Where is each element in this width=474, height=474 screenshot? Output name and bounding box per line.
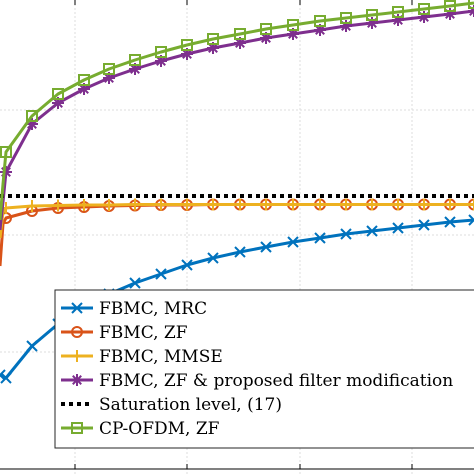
data-point <box>468 198 474 211</box>
data-point <box>234 198 246 211</box>
data-point <box>260 241 272 253</box>
legend-swatch-marker <box>71 422 83 434</box>
data-point <box>444 216 456 228</box>
legend-entry: FBMC, ZF <box>61 323 188 343</box>
data-point <box>392 198 404 211</box>
data-point <box>314 198 326 211</box>
data-point <box>78 74 90 86</box>
legend-items: FBMC, MRC FBMC, ZF FBMC, MMSE FBMC, ZF & pr… <box>61 299 453 439</box>
data-point <box>260 23 272 35</box>
legend-label: FBMC, ZF <box>99 323 188 343</box>
data-point <box>287 198 299 211</box>
data-point <box>0 146 12 158</box>
data-point <box>287 236 299 248</box>
legend-entry: FBMC, ZF & proposed filter modification <box>61 371 453 391</box>
data-point <box>129 198 141 211</box>
data-point <box>129 277 141 289</box>
data-point <box>181 39 193 51</box>
data-point <box>78 199 90 211</box>
data-point <box>366 225 378 237</box>
series-5 <box>0 0 474 221</box>
data-point <box>52 199 64 212</box>
data-point <box>340 198 352 211</box>
legend-swatch-marker <box>71 302 83 314</box>
data-point <box>207 198 219 211</box>
data-point <box>468 214 474 226</box>
data-point <box>340 228 352 240</box>
data-point <box>155 46 167 58</box>
data-point <box>103 63 115 75</box>
data-point <box>418 198 430 211</box>
data-point <box>181 259 193 271</box>
data-point <box>260 32 272 44</box>
data-point <box>0 369 6 381</box>
data-point <box>207 33 219 45</box>
legend-label: FBMC, MMSE <box>99 347 223 367</box>
data-point <box>181 198 193 211</box>
legend-swatch-marker <box>71 350 83 362</box>
data-point <box>444 0 456 12</box>
legend-entry: Saturation level, (17) <box>61 395 282 415</box>
legend-label: CP-OFDM, ZF <box>99 419 220 439</box>
data-point <box>26 110 38 122</box>
legend-label: Saturation level, (17) <box>99 395 282 415</box>
data-point <box>129 54 141 66</box>
data-point <box>366 9 378 21</box>
legend-swatch-marker <box>71 374 83 386</box>
data-point <box>26 340 38 352</box>
data-point <box>418 3 430 15</box>
data-point <box>392 222 404 234</box>
data-point <box>468 0 474 9</box>
legend-label: FBMC, MRC <box>99 299 207 319</box>
data-point <box>207 42 219 54</box>
data-point <box>260 198 272 211</box>
data-point <box>0 372 12 384</box>
legend: FBMC, MRC FBMC, ZF FBMC, MMSE FBMC, ZF & pr… <box>54 289 474 449</box>
data-point <box>340 12 352 24</box>
legend-box <box>54 289 474 449</box>
legend-entry: CP-OFDM, ZF <box>61 419 220 439</box>
data-point <box>314 232 326 244</box>
legend-swatch-marker <box>71 326 83 338</box>
data-point <box>392 6 404 18</box>
data-point <box>418 219 430 231</box>
data-point <box>287 19 299 31</box>
data-point <box>234 246 246 258</box>
legend-label: FBMC, ZF & proposed filter modification <box>99 371 453 391</box>
data-point <box>103 199 115 211</box>
legend-entry: FBMC, MRC <box>61 299 207 319</box>
data-point <box>155 268 167 280</box>
series-line <box>0 1 474 221</box>
data-point <box>444 198 456 211</box>
data-point <box>314 24 326 36</box>
data-point <box>26 200 38 212</box>
series-2 <box>0 198 474 239</box>
data-point <box>234 28 246 40</box>
data-point <box>366 198 378 211</box>
data-point <box>287 28 299 40</box>
data-point <box>314 15 326 27</box>
data-point <box>155 198 167 211</box>
legend-entry: FBMC, MMSE <box>61 347 223 367</box>
data-point <box>52 88 64 100</box>
data-point <box>207 252 219 264</box>
